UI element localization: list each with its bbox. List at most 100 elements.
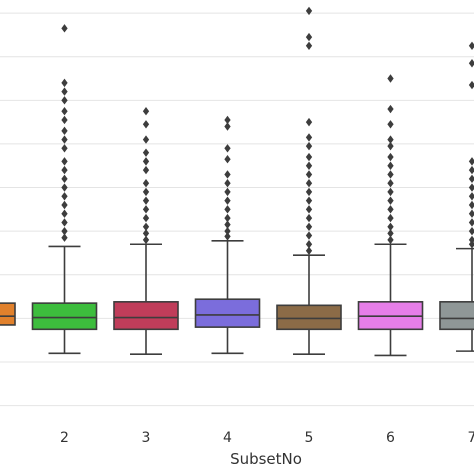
box (31, 302, 98, 331)
flier-point (468, 174, 474, 184)
flier-point (224, 187, 231, 197)
x-tick-label: 5 (305, 430, 314, 446)
flier-point (305, 32, 313, 42)
box-group-7 (439, 41, 474, 352)
flier-point (305, 231, 313, 240)
flier-point (387, 141, 394, 151)
box-group-6 (357, 74, 424, 357)
x-axis-label: SubsetNo (230, 450, 302, 468)
x-tick-label: 6 (386, 430, 395, 446)
flier-point (142, 187, 150, 197)
flier-point (142, 165, 150, 175)
flier-point (61, 165, 68, 175)
flier-point (305, 117, 313, 127)
flier-point (305, 141, 313, 151)
flier-point (224, 144, 231, 153)
flier-point (61, 200, 68, 210)
flier-point (305, 213, 313, 223)
flier-point (305, 6, 313, 16)
flier-point (387, 104, 394, 114)
flier-point (468, 41, 474, 50)
flier-point (387, 135, 394, 144)
flier-point (142, 178, 150, 188)
flier-point (61, 157, 68, 166)
flier-point (387, 196, 394, 205)
flier-point (61, 174, 68, 184)
flier-point (387, 187, 394, 197)
flier-point (142, 196, 150, 205)
flier-point (305, 161, 313, 170)
flier-point (468, 157, 474, 166)
flier-point (61, 192, 68, 201)
flier-point (142, 135, 150, 144)
flier-point (61, 107, 68, 116)
flier-point (224, 226, 231, 236)
box (194, 298, 261, 328)
flier-point (387, 178, 394, 188)
flier-point (387, 120, 394, 129)
flier-point (142, 157, 150, 166)
box (113, 301, 179, 331)
flier-point (142, 205, 150, 214)
flier-point (224, 196, 231, 205)
flier-point (305, 152, 313, 162)
flier-point (224, 205, 231, 214)
flier-point (224, 170, 231, 179)
flier-point (61, 233, 68, 242)
flier-point (305, 133, 313, 142)
flier-point (305, 205, 313, 214)
x-tick-label: 7 (468, 430, 474, 446)
flier-point (142, 120, 150, 129)
flier-point (305, 41, 313, 50)
flier-point (305, 170, 313, 179)
flier-point (224, 232, 231, 241)
flier-point (468, 240, 474, 249)
flier-point (61, 87, 68, 96)
flier-point (61, 218, 68, 227)
box-group-1 (0, 302, 16, 326)
flier-point (387, 170, 394, 179)
flier-point (305, 187, 313, 197)
flier-point (61, 96, 68, 105)
flier-point (142, 222, 150, 232)
box-series (0, 6, 474, 357)
flier-point (468, 80, 474, 90)
flier-point (468, 218, 474, 227)
flier-point (387, 229, 394, 238)
box-group-4 (194, 115, 261, 355)
flier-point (142, 235, 150, 245)
flier-point (224, 213, 231, 223)
flier-point (468, 226, 474, 236)
box-group-5 (276, 6, 342, 355)
flier-point (387, 235, 394, 245)
flier-point (387, 161, 394, 170)
flier-point (305, 246, 313, 255)
flier-point (224, 220, 231, 229)
flier-point (468, 183, 474, 192)
flier-point (142, 213, 150, 223)
flier-point (387, 222, 394, 232)
flier-point (61, 226, 68, 236)
box (439, 301, 474, 331)
box-group-2 (31, 24, 98, 355)
x-tick-label: 2 (60, 430, 69, 446)
x-tick-label: 3 (142, 430, 151, 446)
flier-point (61, 115, 68, 125)
box (0, 302, 16, 326)
x-tick-labels: 1234567 (60, 430, 474, 446)
flier-point (142, 107, 150, 116)
flier-point (61, 183, 68, 192)
flier-point (61, 78, 68, 88)
flier-point (305, 222, 313, 232)
gridlines (0, 12, 474, 407)
flier-point (305, 196, 313, 205)
flier-point (224, 155, 231, 164)
flier-point (61, 144, 68, 153)
flier-point (142, 148, 150, 157)
flier-point (61, 135, 68, 144)
flier-point (224, 122, 231, 131)
flier-point (468, 200, 474, 210)
box (276, 304, 342, 331)
flier-point (387, 152, 394, 162)
